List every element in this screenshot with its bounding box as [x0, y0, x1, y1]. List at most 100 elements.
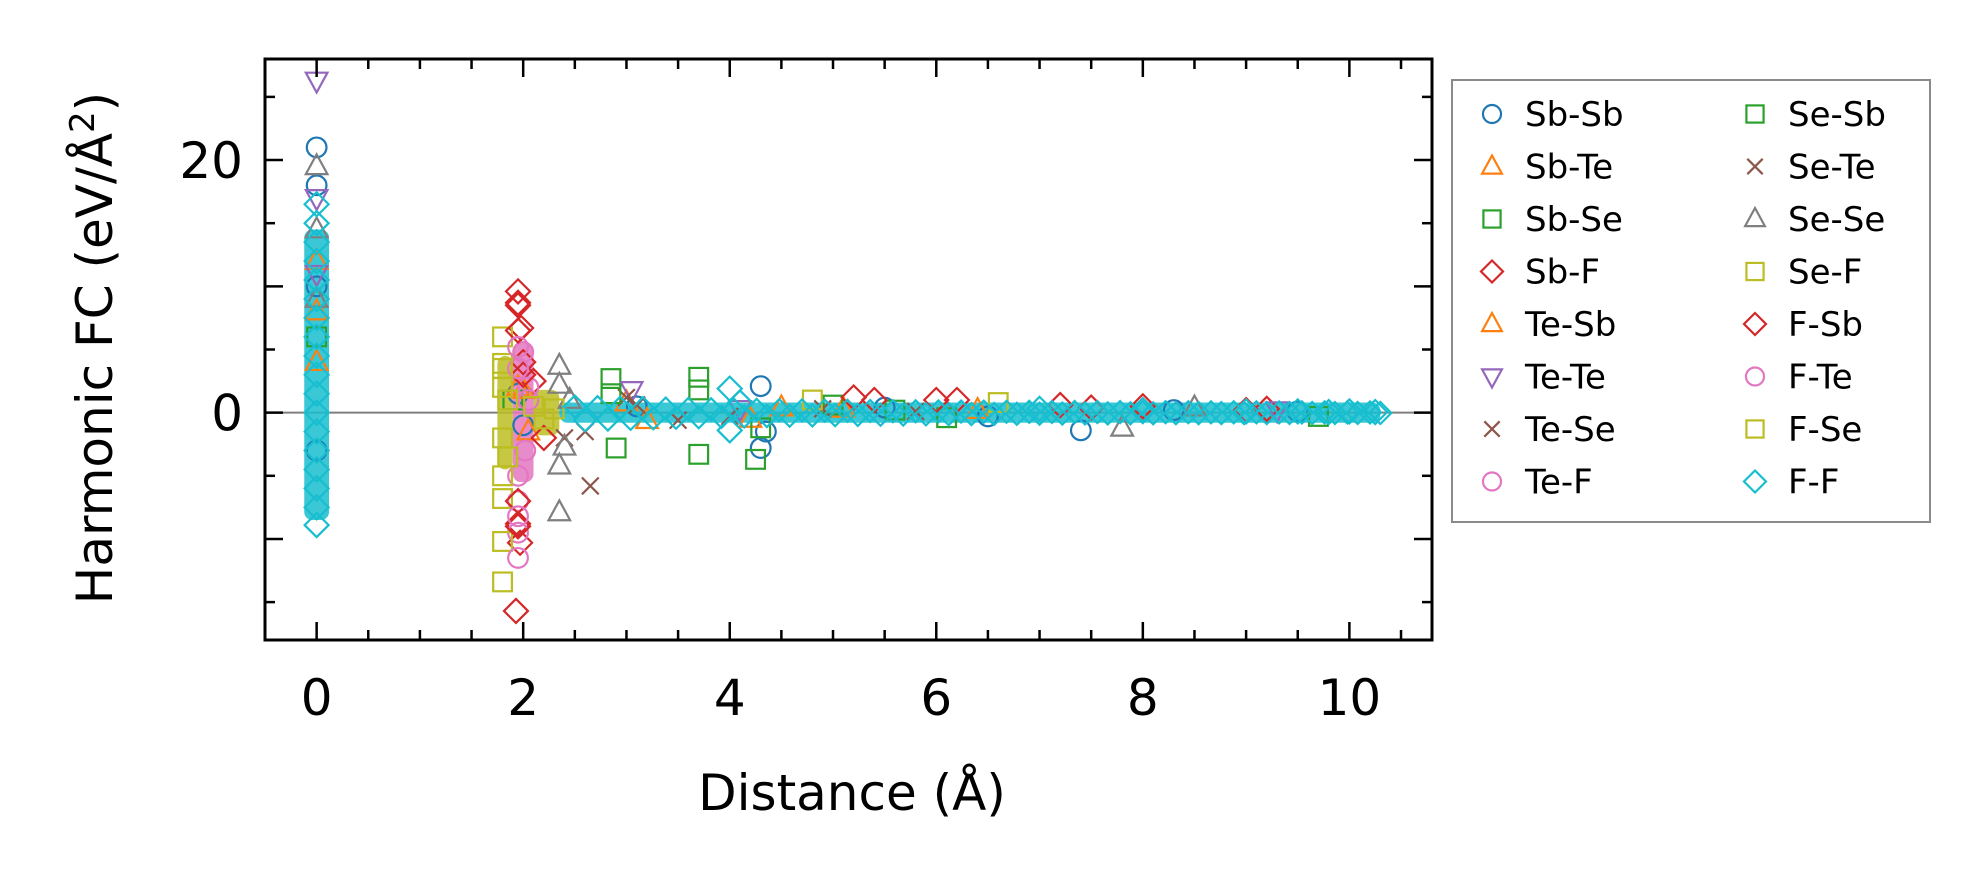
- legend-label: Se-F: [1788, 253, 1862, 293]
- data-point: [1004, 401, 1030, 427]
- data-point: [595, 406, 621, 433]
- legend-item: F-Te: [1744, 358, 1853, 398]
- data-point: [1140, 400, 1166, 426]
- legend-marker: [1481, 471, 1503, 492]
- data-point: [605, 437, 627, 459]
- data-point: [1129, 392, 1157, 420]
- legend-item: F-Sb: [1742, 305, 1863, 345]
- data-point: [688, 366, 710, 388]
- legend-item: F-Se: [1745, 410, 1862, 450]
- data-point: [936, 401, 962, 427]
- data-point: [303, 266, 331, 294]
- data-point: [1181, 393, 1208, 417]
- data-point: [303, 361, 331, 389]
- data-point: [497, 389, 519, 411]
- data-point: [745, 448, 767, 470]
- data-point: [1744, 366, 1766, 387]
- data-point: [993, 399, 1020, 425]
- data-point: [777, 403, 803, 429]
- data-point: [1479, 258, 1505, 285]
- series-f-f: [303, 190, 1389, 539]
- legend: Sb-Sb Sb-Te Sb-Se Sb-F Te-Sb Te-Te Te-Se…: [1451, 79, 1931, 523]
- data-point: [688, 379, 710, 401]
- data-point: [860, 386, 888, 414]
- legend-marker: [1745, 419, 1765, 439]
- data-point: [557, 385, 583, 409]
- x-tick-label: 10: [1318, 669, 1382, 727]
- data-point: [1742, 468, 1768, 495]
- x-tick-labels: 0 2 4 6 8 10: [301, 669, 1381, 727]
- data-point: [600, 368, 622, 390]
- data-point: [749, 375, 772, 398]
- y-axis-label-main: Harmonic FC (eV/Å: [66, 133, 124, 604]
- legend-label: Te-F: [1524, 463, 1593, 503]
- data-point: [1095, 400, 1121, 426]
- data-point: [867, 402, 894, 428]
- legend-label: Se-Se: [1788, 200, 1885, 240]
- legend-item: Se-Se: [1743, 200, 1885, 240]
- data-point: [744, 397, 770, 423]
- legend-item: Te-Te: [1480, 358, 1606, 398]
- legend-label: F-F: [1788, 463, 1839, 503]
- data-point: [1243, 399, 1269, 425]
- data-point: [1334, 399, 1360, 425]
- data-point: [543, 398, 565, 420]
- legend-marker: [1482, 209, 1502, 229]
- data-point: [1745, 261, 1765, 282]
- data-point: [303, 190, 331, 218]
- legend-label: Se-Sb: [1788, 95, 1886, 135]
- data-point: [1482, 209, 1502, 229]
- data-point: [845, 402, 871, 428]
- data-point: [698, 396, 724, 422]
- series-te-te: [303, 71, 1290, 425]
- legend-label: Sb-Se: [1525, 200, 1623, 240]
- legend-label: Te-Te: [1524, 358, 1606, 398]
- data-point: [303, 474, 331, 502]
- data-point: [1175, 399, 1201, 425]
- data-point: [1276, 400, 1303, 426]
- data-point: [890, 401, 916, 428]
- data-point: [551, 432, 578, 456]
- data-point: [618, 381, 645, 405]
- data-point: [1481, 471, 1503, 492]
- legend-items: Sb-Sb Sb-Te Sb-Se Sb-F Te-Sb Te-Te Te-Se…: [1479, 95, 1886, 503]
- data-point: [303, 436, 331, 465]
- data-point: [1130, 399, 1156, 425]
- data-point: [922, 386, 950, 414]
- data-point: [627, 395, 646, 415]
- legend-marker: [1743, 205, 1767, 228]
- data-point: [303, 215, 330, 239]
- data-point: [306, 326, 328, 348]
- data-point: [546, 498, 572, 522]
- legend-label: Se-Te: [1788, 148, 1876, 188]
- data-point: [303, 304, 331, 332]
- x-axis-label: Distance (Å): [698, 764, 1006, 822]
- legend-marker: [1479, 258, 1505, 285]
- y-tick-label: 20: [179, 132, 243, 190]
- data-point: [303, 511, 331, 539]
- y-axis-label: Harmonic FC (eV/Å2): [63, 92, 124, 604]
- legend-item: Se-Sb: [1745, 95, 1886, 135]
- data-point: [600, 383, 622, 405]
- data-point: [507, 490, 529, 513]
- data-point: [1072, 400, 1098, 427]
- data-point: [305, 275, 328, 298]
- data-point: [708, 404, 735, 430]
- data-point: [971, 399, 997, 425]
- legend-label: F-Se: [1788, 410, 1862, 450]
- data-point: [625, 395, 648, 418]
- data-point: [1312, 399, 1338, 425]
- data-point: [517, 389, 540, 411]
- data-point: [925, 398, 951, 424]
- data-point: [1049, 401, 1075, 427]
- data-point: [507, 336, 529, 358]
- dense-band: [497, 355, 513, 470]
- data-point: [507, 357, 529, 380]
- data-point: [1062, 399, 1088, 425]
- legend-marker: [1480, 368, 1504, 390]
- legend-marker: [1744, 366, 1766, 387]
- data-point: [572, 407, 598, 433]
- legend-label: Sb-Sb: [1525, 95, 1624, 135]
- data-point: [1117, 400, 1143, 426]
- data-point: [1315, 398, 1343, 426]
